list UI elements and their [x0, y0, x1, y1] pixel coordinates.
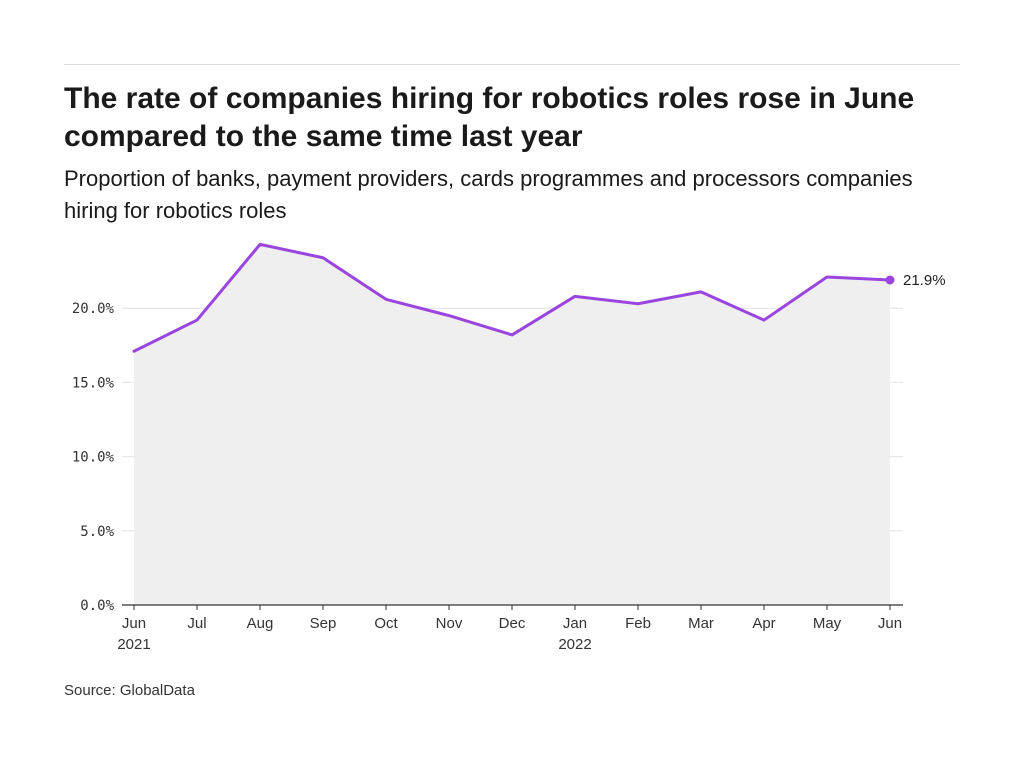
chart-subtitle: Proportion of banks, payment providers, …: [64, 166, 913, 223]
x-tick-label: Nov: [436, 615, 463, 632]
x-tick-label: Feb: [625, 615, 651, 632]
y-tick-label: 5.0%: [80, 524, 114, 540]
source-note: Source: GlobalData: [64, 682, 195, 699]
x-tick-label: Jun: [122, 615, 146, 632]
x-tick-label: Jun: [878, 615, 902, 632]
x-tick-label: Sep: [310, 615, 337, 632]
x-tick-label: Jul: [187, 615, 206, 632]
y-tick-label: 15.0%: [72, 375, 115, 391]
chart-title: The rate of companies hiring for robotic…: [64, 82, 915, 153]
x-tick-label: Mar: [688, 615, 714, 632]
y-tick-label: 0.0%: [80, 598, 114, 614]
x-tick-label: Apr: [752, 615, 775, 632]
end-point-marker: [885, 275, 895, 285]
x-tick-year-label: 2021: [117, 636, 150, 653]
x-tick-label: Jan: [563, 615, 587, 632]
y-tick-label: 10.0%: [72, 450, 115, 466]
x-tick-label: May: [813, 615, 842, 632]
top-divider: [64, 64, 960, 65]
x-tick-year-label: 2022: [558, 636, 591, 653]
end-value-label: 21.9%: [903, 272, 946, 289]
area-fill: [134, 244, 890, 605]
y-tick-label: 20.0%: [72, 301, 115, 317]
series-line: [132, 242, 892, 353]
x-tick-label: Dec: [499, 615, 526, 632]
x-tick-label: Oct: [374, 615, 398, 632]
x-tick-label: Aug: [247, 615, 274, 632]
